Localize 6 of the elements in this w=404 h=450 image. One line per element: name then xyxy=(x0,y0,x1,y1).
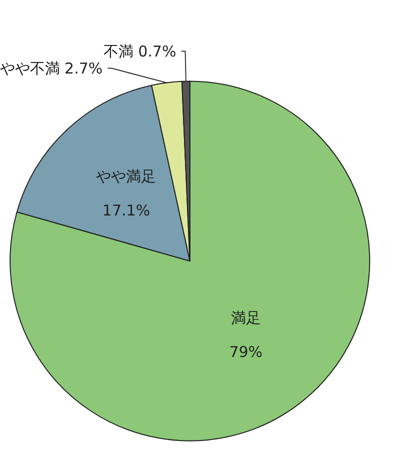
slice-label: やや満足 xyxy=(96,167,156,186)
slice-label: やや不満 2.7% xyxy=(0,59,103,78)
data-label: 79% xyxy=(229,343,263,362)
slice-label: 不満 0.7% xyxy=(103,42,176,60)
slice-label: 満足 xyxy=(230,309,261,328)
data-label: 17.1% xyxy=(102,201,150,220)
